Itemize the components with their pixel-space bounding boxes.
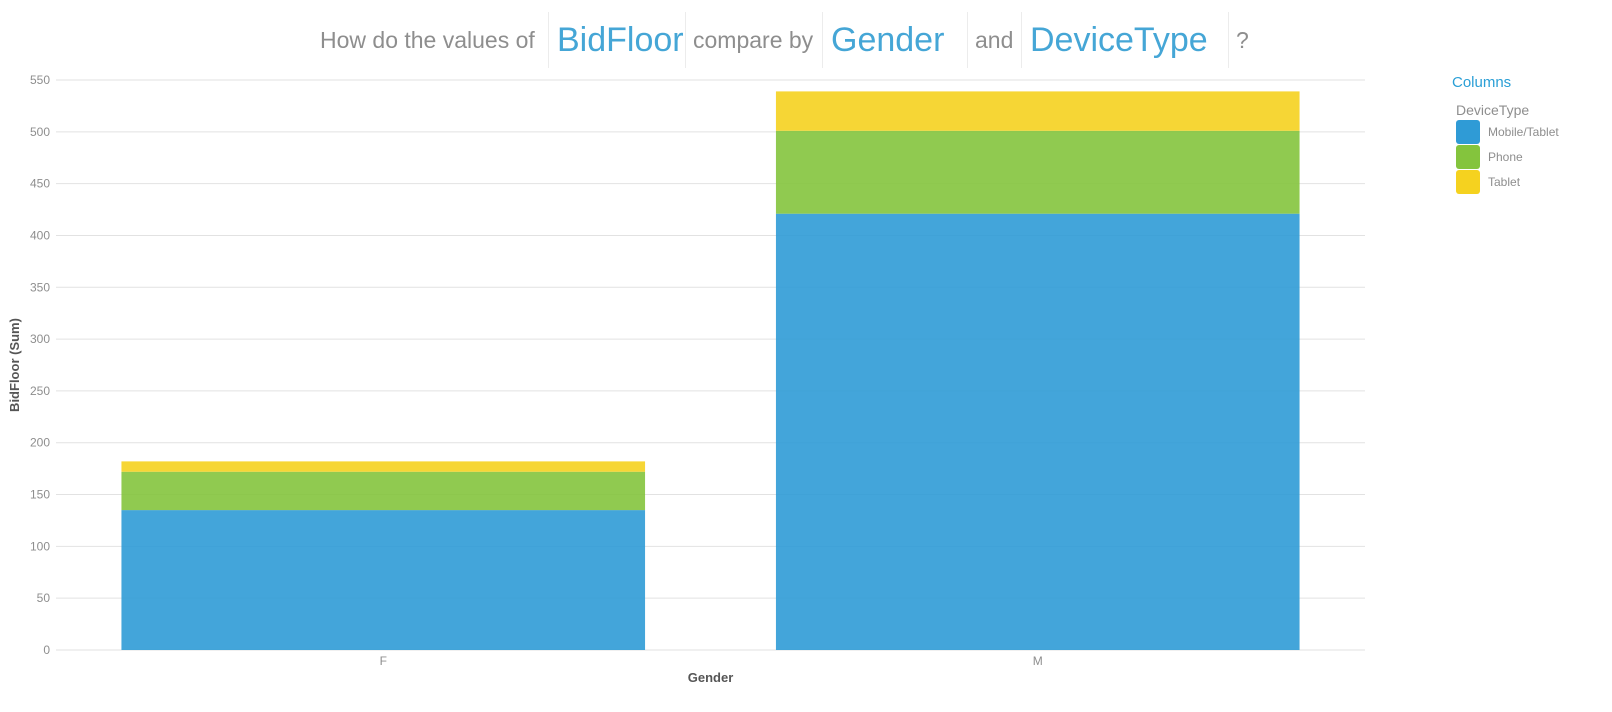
question-prefix: How do the values of — [320, 27, 535, 53]
y-tick-label: 400 — [30, 228, 50, 242]
question-bar: How do the values of BidFloor compare by… — [0, 12, 1612, 68]
question-conjunction: and — [975, 27, 1014, 53]
dimension2-field-selector[interactable]: DeviceType — [1021, 12, 1229, 68]
bar-segment-mobile-tablet[interactable] — [121, 510, 646, 650]
x-axis-title: Gender — [688, 670, 734, 685]
x-tick-label: M — [1033, 654, 1043, 668]
y-tick-label: 0 — [43, 643, 50, 657]
y-tick-label: 100 — [30, 539, 50, 553]
question-suffix: ? — [1236, 27, 1249, 53]
dimension1-field-selector[interactable]: Gender — [822, 12, 968, 68]
legend-swatch — [1456, 145, 1480, 169]
y-tick-label: 50 — [37, 591, 51, 605]
legend-label: Phone — [1488, 150, 1523, 164]
question-middle: compare by — [693, 27, 814, 53]
y-tick-label: 500 — [30, 125, 50, 139]
legend-item-phone[interactable]: Phone — [1456, 145, 1601, 169]
y-axis-title: BidFloor (Sum) — [7, 318, 22, 412]
bar-segment-phone[interactable] — [775, 130, 1300, 214]
legend-label: Tablet — [1488, 175, 1521, 189]
legend-subtitle: DeviceType — [1456, 102, 1530, 118]
x-tick-label: F — [380, 654, 387, 668]
bar-segment-tablet[interactable] — [121, 461, 646, 472]
bar-segment-phone[interactable] — [121, 471, 646, 511]
measure-field-selector[interactable]: BidFloor — [548, 12, 686, 68]
legend-swatch — [1456, 170, 1480, 194]
y-tick-label: 150 — [30, 488, 50, 502]
y-tick-label: 550 — [30, 73, 50, 87]
y-tick-label: 450 — [30, 177, 50, 191]
y-tick-label: 200 — [30, 436, 50, 450]
legend-label: Mobile/Tablet — [1488, 125, 1559, 139]
bar-segment-tablet[interactable] — [775, 91, 1300, 131]
y-tick-label: 250 — [30, 384, 50, 398]
legend-title[interactable]: Columns — [1452, 74, 1512, 91]
legend-item-mobile-tablet[interactable]: Mobile/Tablet — [1456, 120, 1601, 144]
y-tick-label: 300 — [30, 332, 50, 346]
y-tick-label: 350 — [30, 280, 50, 294]
legend-swatch — [1456, 120, 1480, 144]
legend-item-tablet[interactable]: Tablet — [1456, 170, 1601, 194]
bar-segment-mobile-tablet[interactable] — [775, 213, 1300, 650]
